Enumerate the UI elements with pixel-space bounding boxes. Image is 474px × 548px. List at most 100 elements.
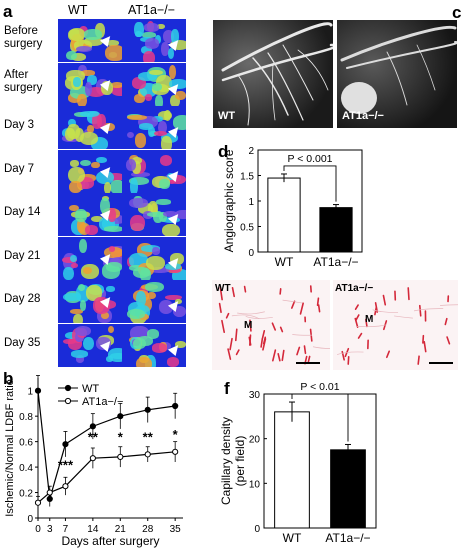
angiogram-wt-label: WT <box>218 110 236 122</box>
capillary-stain <box>281 349 285 362</box>
muscle-fiber-border <box>336 351 364 355</box>
ldbf-image-wt <box>58 280 122 323</box>
ldbf-image-wt <box>58 236 122 280</box>
ldbf-perfusion-blob <box>154 130 168 136</box>
ldbf-perfusion-blob <box>83 266 93 275</box>
b-significance-mark: ** <box>88 430 99 445</box>
ldbf-image-ko <box>122 193 186 236</box>
ldbf-perfusion-blob <box>75 326 92 337</box>
ldbf-perfusion-blob <box>168 177 177 184</box>
panel-a-col-wt: WT <box>68 3 88 17</box>
capillary-stain <box>260 337 264 348</box>
ldbf-perfusion-blob <box>172 305 186 318</box>
capillary-stain <box>221 319 226 334</box>
panel-d-letter: d <box>218 142 229 161</box>
ldbf-perfusion-blob <box>70 52 86 61</box>
d-significance-bracket <box>283 165 337 202</box>
capillary-stain <box>418 304 422 317</box>
capillary-stain <box>444 317 448 326</box>
f-significance-label: P < 0.01 <box>300 381 339 393</box>
ldbf-perfusion-blob <box>133 93 145 103</box>
panel-a-col-ko: AT1a−/− <box>128 3 176 17</box>
ldbf-image-ko <box>122 106 186 149</box>
capillary-stain <box>303 345 307 355</box>
b-x-axis-label: Days after surgery <box>61 534 159 548</box>
d-category-label: AT1a−/− <box>313 255 358 269</box>
histology-ko-label: AT1a−/− <box>335 283 374 294</box>
ldbf-perfusion-blob <box>84 82 92 97</box>
ldbf-perfusion-blob <box>101 80 113 95</box>
ldbf-perfusion-blob <box>79 239 88 254</box>
ldbf-perfusion-blob <box>63 266 74 280</box>
capillary-stain <box>227 348 232 360</box>
panel-a-row-label-line: Before <box>4 25 38 37</box>
ldbf-perfusion-blob <box>158 211 167 223</box>
muscle-fiber-border <box>231 314 260 320</box>
panel-a-row-label-line: Day 14 <box>4 206 41 218</box>
ldbf-perfusion-blob <box>158 179 170 190</box>
panel-a-row-label: Day 14 <box>4 206 40 219</box>
b-x-tick-label: 35 <box>170 524 182 535</box>
ldbf-perfusion-blob <box>110 352 122 360</box>
ldbf-perfusion-blob <box>90 215 103 222</box>
ldbf-perfusion-blob <box>127 308 146 319</box>
ldbf-perfusion-blob <box>136 356 152 367</box>
b-significance-mark: * <box>173 427 179 442</box>
histology-wt-label: WT <box>215 283 231 294</box>
b-data-point <box>62 483 69 490</box>
panel-a-row-label-line: surgery <box>4 38 43 50</box>
ldbf-perfusion-blob <box>135 290 147 307</box>
muscle-fiber-border <box>357 324 387 328</box>
panel-c-letter: c <box>452 3 462 22</box>
capillary-stain <box>382 294 387 306</box>
ldbf-perfusion-blob <box>86 125 94 134</box>
b-data-point <box>144 451 151 458</box>
ldbf-perfusion-blob <box>106 262 122 272</box>
muscle-fiber-border <box>312 346 330 349</box>
ldbf-perfusion-blob <box>69 204 80 212</box>
ldbf-perfusion-blob <box>143 23 159 32</box>
b-y-tick-label: 1 <box>27 387 33 398</box>
capillary-stain <box>231 287 236 298</box>
histology-ko-capillaries <box>336 287 458 365</box>
capillary-stain <box>417 355 420 365</box>
f-category-label: AT1a−/− <box>325 531 370 545</box>
panel-a-row-label: Day 3 <box>4 119 34 132</box>
b-data-point <box>172 448 179 455</box>
ldbf-image-wt <box>58 193 122 236</box>
panel-a-row-label-line: Day 7 <box>4 162 35 175</box>
f-y-axis-label-line2: (per field) <box>233 436 247 487</box>
ldbf-perfusion-blob <box>126 158 136 171</box>
ldbf-perfusion-blob <box>73 313 83 323</box>
d-y-tick-label: 0.5 <box>240 223 254 234</box>
ldbf-perfusion-blob <box>146 291 156 300</box>
ldbf-perfusion-blob <box>65 50 77 60</box>
f-bar <box>274 411 310 529</box>
ldbf-perfusion-blob <box>108 246 116 252</box>
ldbf-perfusion-blob <box>105 44 122 62</box>
ldbf-perfusion-blob <box>106 172 122 182</box>
ldbf-perfusion-blob <box>159 154 173 166</box>
panel-a-row-label-line: Day 21 <box>4 249 41 262</box>
ldbf-perfusion-blob <box>106 286 115 292</box>
ldbf-image-wt <box>58 19 122 62</box>
capillary-stain <box>218 302 222 314</box>
capillary-stain <box>229 337 233 351</box>
ldbf-perfusion-blob <box>87 75 97 85</box>
panel-a-row-label: Day 28 <box>4 293 40 306</box>
angiogram-ko-label: AT1a−/− <box>342 110 384 122</box>
ldbf-perfusion-blob <box>77 93 87 106</box>
capillary-stain <box>386 350 390 359</box>
ldbf-perfusion-blob <box>83 36 104 46</box>
capillary-stain <box>423 341 427 353</box>
capillary-stain <box>374 302 379 313</box>
ldbf-perfusion-blob <box>69 254 77 263</box>
f-bar <box>330 449 366 529</box>
angiogram-ko-vessels <box>337 20 457 128</box>
ldbf-perfusion-blob <box>92 297 110 314</box>
capillary-stain <box>271 322 277 331</box>
ldbf-perfusion-blob <box>127 115 148 121</box>
ldbf-perfusion-blob <box>108 207 116 223</box>
panel-a-row-label-line: After <box>4 68 29 81</box>
histology-wt-capillaries <box>218 285 330 365</box>
